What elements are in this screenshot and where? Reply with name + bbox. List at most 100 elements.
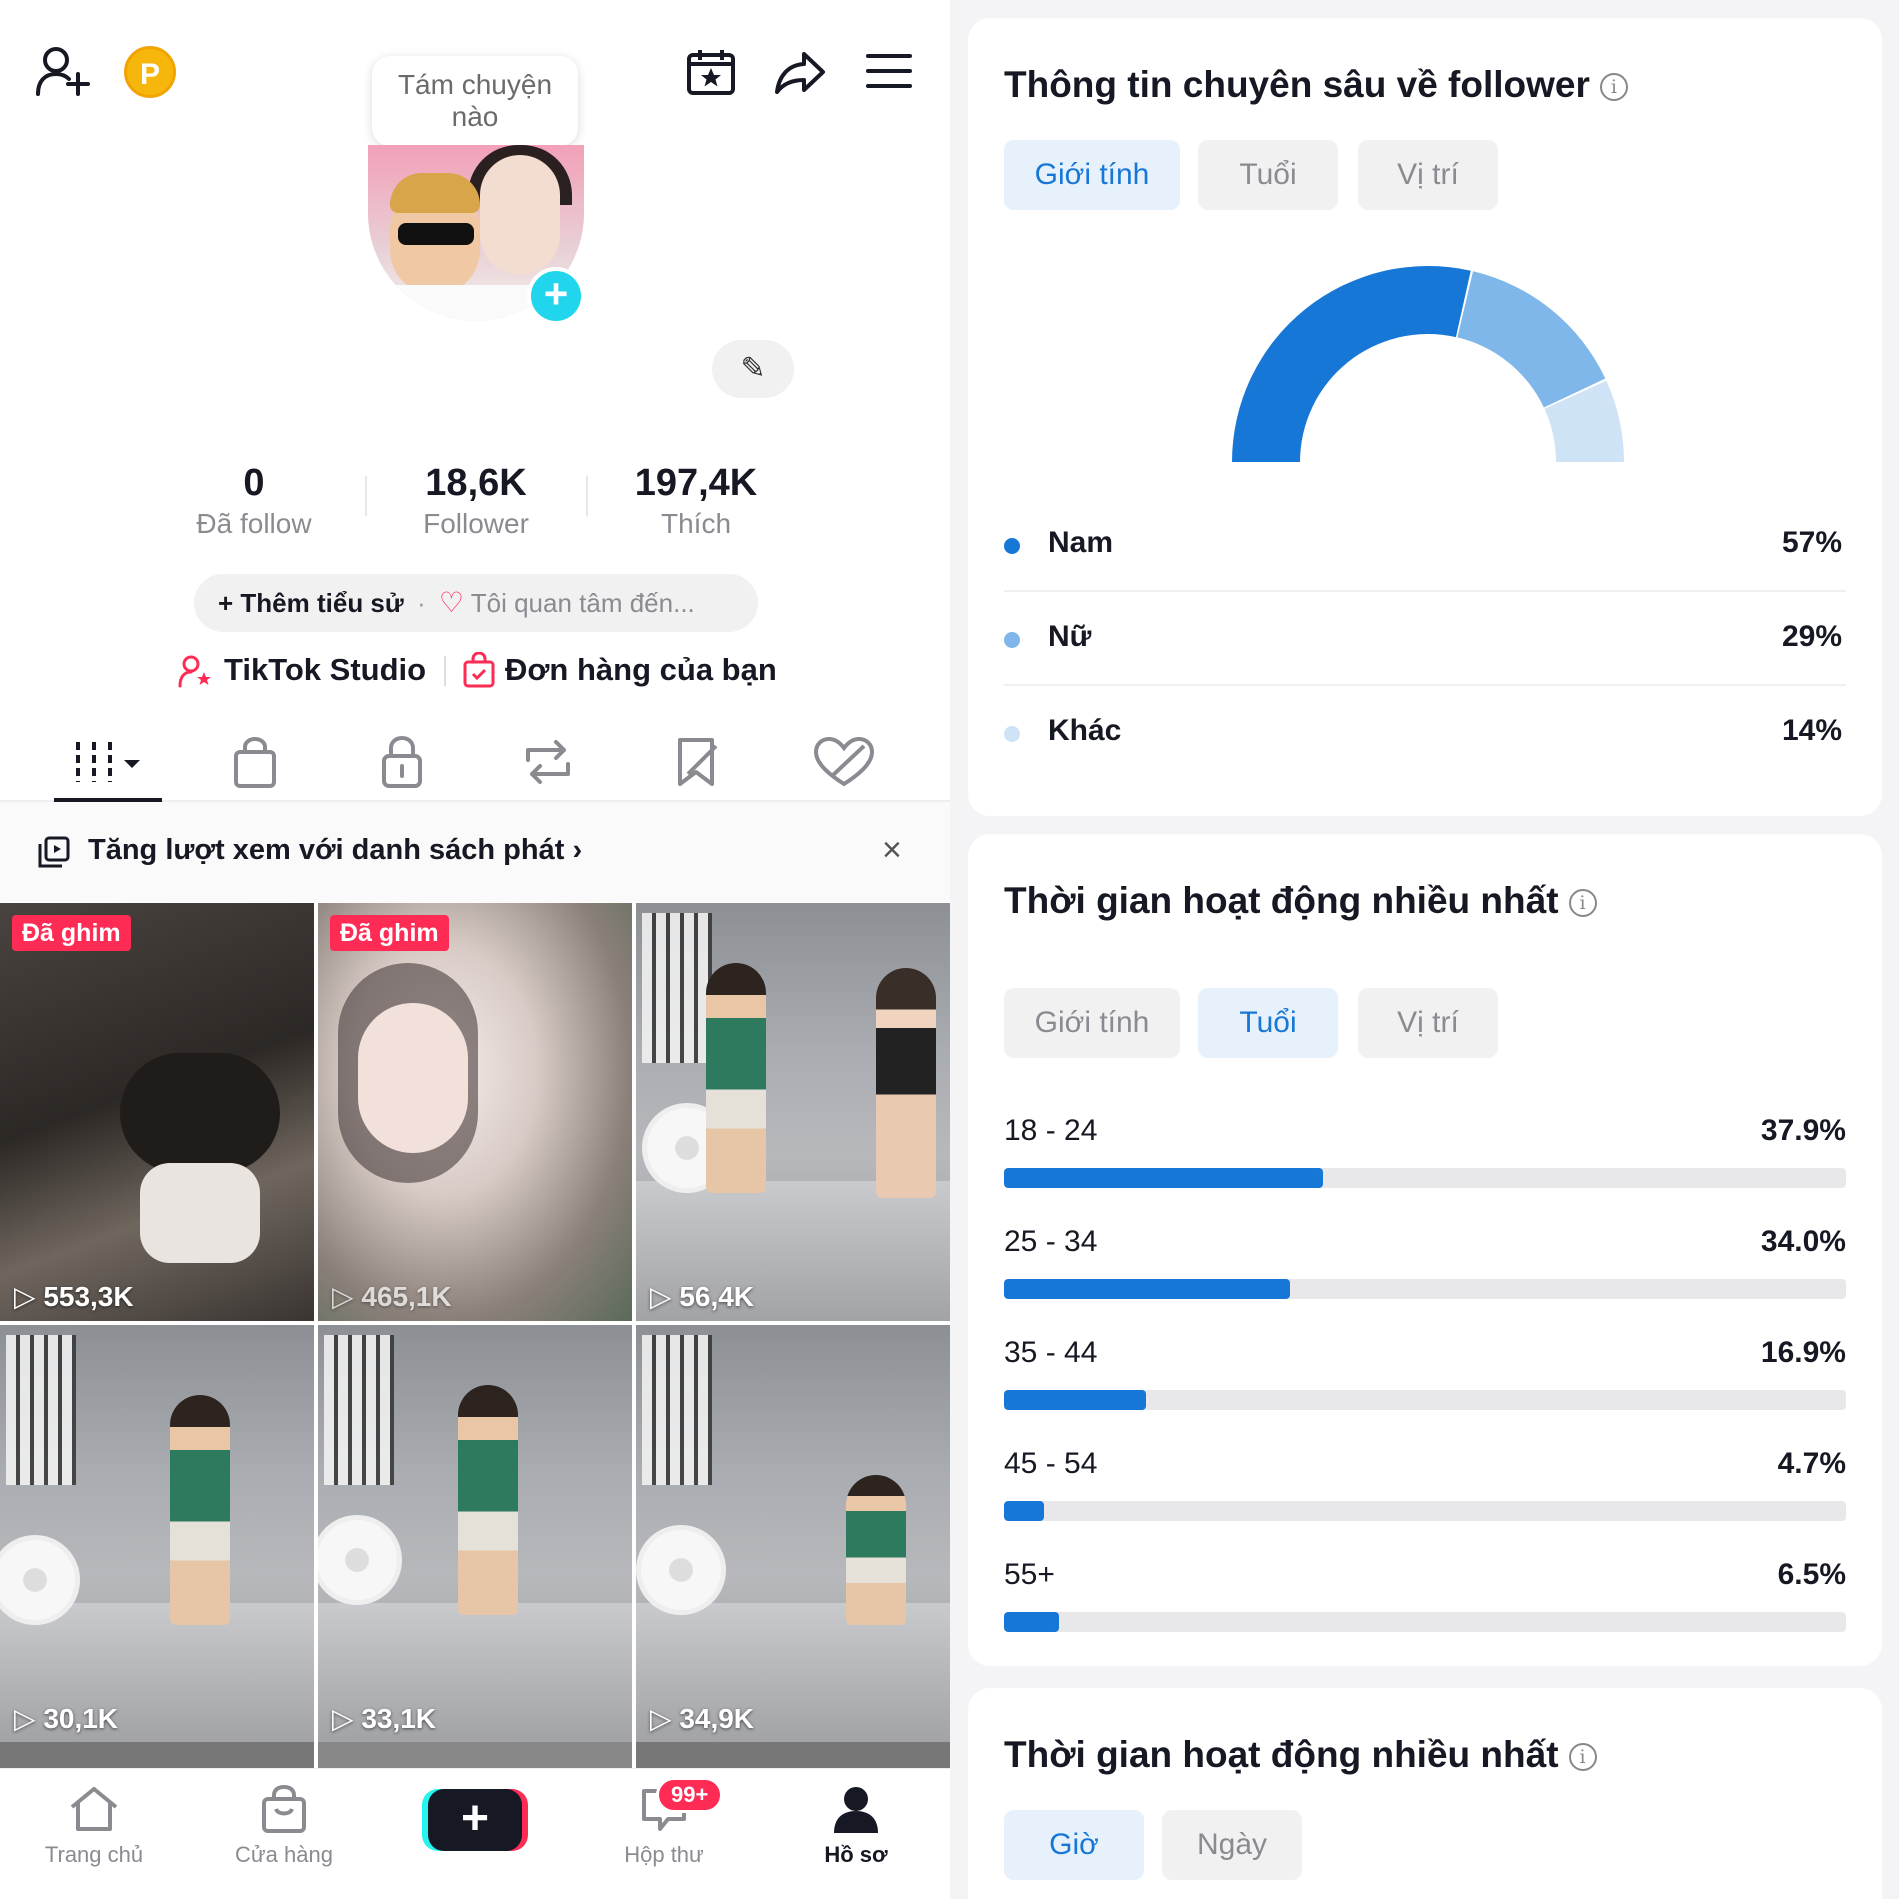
gender-donut-chart (1232, 266, 1624, 462)
age-range-label: 55+ (1004, 1558, 1055, 1591)
playlist-promo-banner[interactable]: Tăng lượt xem với danh sách phát › × (0, 802, 950, 902)
tab-private-lock-icon[interactable] (362, 732, 442, 792)
age-bar-track (1004, 1612, 1846, 1632)
legend-row-male: Nam 57% (1004, 500, 1846, 592)
create-button[interactable]: + (428, 1789, 522, 1851)
follower-insights-card: Thông tin chuyên sâu về follower i Giới t… (968, 18, 1882, 816)
profile-stats: 0 Đã follow 18,6K Follower 197,4K Thích (0, 458, 950, 548)
video-thumbnail[interactable]: ▷ 33,1K (318, 1325, 632, 1743)
interest-placeholder[interactable]: Tôi quan tâm đến... (470, 588, 695, 618)
add-friend-icon[interactable] (36, 46, 92, 98)
legend-name: Khác (1048, 714, 1122, 747)
promo-text[interactable]: Tăng lượt xem với danh sách phát › (88, 834, 583, 866)
video-grid-next-row (0, 1742, 950, 1770)
age-bar-track (1004, 1390, 1846, 1410)
close-icon[interactable]: × (882, 831, 902, 869)
divider (365, 476, 367, 516)
menu-icon[interactable] (866, 52, 912, 90)
profile-person-icon (834, 1787, 878, 1833)
nav-profile[interactable]: Hồ sơ (776, 1785, 936, 1868)
video-thumbnail[interactable]: Đã ghim ▷ 553,3K (0, 903, 314, 1321)
age-range-label: 45 - 54 (1004, 1447, 1098, 1480)
analytics-panel: Thông tin chuyên sâu về follower i Giới t… (950, 0, 1899, 1899)
add-bio-label[interactable]: + Thêm tiểu sử (218, 588, 404, 618)
nav-shop[interactable]: Cửa hàng (204, 1784, 364, 1868)
tab-repost-icon[interactable] (508, 732, 588, 792)
separator-dot: · (416, 588, 426, 618)
view-count: ▷ 30,1K (14, 1703, 119, 1734)
age-bar-fill (1004, 1390, 1147, 1410)
age-bar-fill (1004, 1612, 1059, 1632)
video-thumbnail[interactable]: ▷ 34,9K (636, 1325, 950, 1743)
tab-location[interactable]: Vị trí (1358, 988, 1498, 1058)
card-title: Thời gian hoạt động nhiều nhất i (1004, 880, 1597, 922)
profile-links: TikTok Studio Đơn hàng của bạn (0, 648, 950, 692)
tab-gender[interactable]: Giới tính (1004, 140, 1180, 210)
age-range-label: 25 - 34 (1004, 1225, 1098, 1258)
tiktok-studio-link[interactable]: TikTok Studio (224, 652, 427, 687)
orders-link[interactable]: Đơn hàng của bạn (505, 652, 777, 687)
tab-favorites-bookmark-icon[interactable] (658, 732, 738, 792)
divider (586, 476, 588, 516)
content-tabs (0, 728, 950, 802)
nav-home[interactable]: Trang chủ (14, 1785, 174, 1868)
video-thumbnail[interactable]: Đã ghim ▷ 465,1K (318, 903, 632, 1321)
share-icon[interactable] (774, 50, 826, 96)
coin-icon[interactable]: P (124, 46, 176, 98)
legend-dot (1004, 726, 1020, 742)
tab-shop-icon[interactable] (214, 732, 294, 792)
tab-liked-heart-icon[interactable] (804, 732, 884, 792)
heart-icon: ♡ (438, 587, 464, 618)
legend-percent: 14% (1781, 714, 1842, 747)
pinned-badge: Đã ghim (330, 915, 449, 951)
age-range-label: 35 - 44 (1004, 1336, 1098, 1369)
tab-gender[interactable]: Giới tính (1004, 988, 1180, 1058)
tab-location[interactable]: Vị trí (1358, 140, 1498, 210)
nav-label: Hộp thư (624, 1842, 704, 1867)
stat-value: 0 (243, 462, 265, 504)
info-icon[interactable]: i (1568, 889, 1597, 918)
stat-followers[interactable]: 18,6K Follower (376, 458, 576, 540)
age-bar-track (1004, 1501, 1846, 1521)
stat-value: 18,6K (425, 462, 527, 504)
calendar-star-icon[interactable] (686, 48, 736, 96)
info-icon[interactable]: i (1599, 73, 1628, 102)
legend-name: Nam (1048, 526, 1114, 559)
age-percent-label: 6.5% (1777, 1558, 1846, 1591)
legend-percent: 57% (1781, 526, 1842, 559)
video-thumbnail[interactable]: ▷ 56,4K (636, 903, 950, 1321)
add-story-icon[interactable]: + (527, 267, 585, 325)
age-bar-fill (1004, 1501, 1044, 1521)
stat-label: Đã follow (196, 508, 312, 539)
legend-name: Nữ (1048, 620, 1092, 653)
edit-profile-button[interactable]: ✎ (712, 340, 794, 398)
age-row: 18 - 24 37.9% (1004, 1114, 1846, 1204)
stat-likes[interactable]: 197,4K Thích (596, 458, 796, 540)
info-icon[interactable]: i (1568, 1743, 1597, 1772)
tab-day[interactable]: Ngày (1162, 1810, 1302, 1880)
age-bar-fill (1004, 1279, 1291, 1299)
tab-videos-grid-icon[interactable] (70, 732, 150, 792)
status-bubble[interactable]: Tám chuyện nào (372, 56, 578, 146)
video-thumbnail[interactable]: ▷ 30,1K (0, 1325, 314, 1743)
age-row: 45 - 54 4.7% (1004, 1447, 1846, 1537)
legend-row-female: Nữ 29% (1004, 594, 1846, 686)
activity-age-card: Thời gian hoạt động nhiều nhất i Giới tín… (968, 834, 1882, 1666)
card-title: Thời gian hoạt động nhiều nhất i (1004, 1734, 1597, 1776)
nav-label: Trang chủ (44, 1842, 144, 1867)
donut-slice-nam (1232, 266, 1471, 462)
nav-label: Hồ sơ (824, 1842, 888, 1867)
tab-hour[interactable]: Giờ (1004, 1810, 1144, 1880)
stat-following[interactable]: 0 Đã follow (154, 458, 354, 540)
tab-age[interactable]: Tuổi (1198, 988, 1338, 1058)
view-count: ▷ 34,9K (650, 1703, 755, 1734)
view-count: ▷ 56,4K (650, 1281, 755, 1312)
video-grid: Đã ghim ▷ 553,3K Đã ghim ▷ 465,1K ▷ 56,4… (0, 903, 950, 1769)
pinned-badge: Đã ghim (12, 915, 131, 951)
bio-pill[interactable]: + Thêm tiểu sử · ♡ Tôi quan tâm đến... (194, 574, 758, 632)
tab-age[interactable]: Tuổi (1198, 140, 1338, 210)
avatar[interactable] (368, 145, 584, 321)
stat-value: 197,4K (634, 462, 758, 504)
orders-bag-icon (463, 652, 495, 688)
